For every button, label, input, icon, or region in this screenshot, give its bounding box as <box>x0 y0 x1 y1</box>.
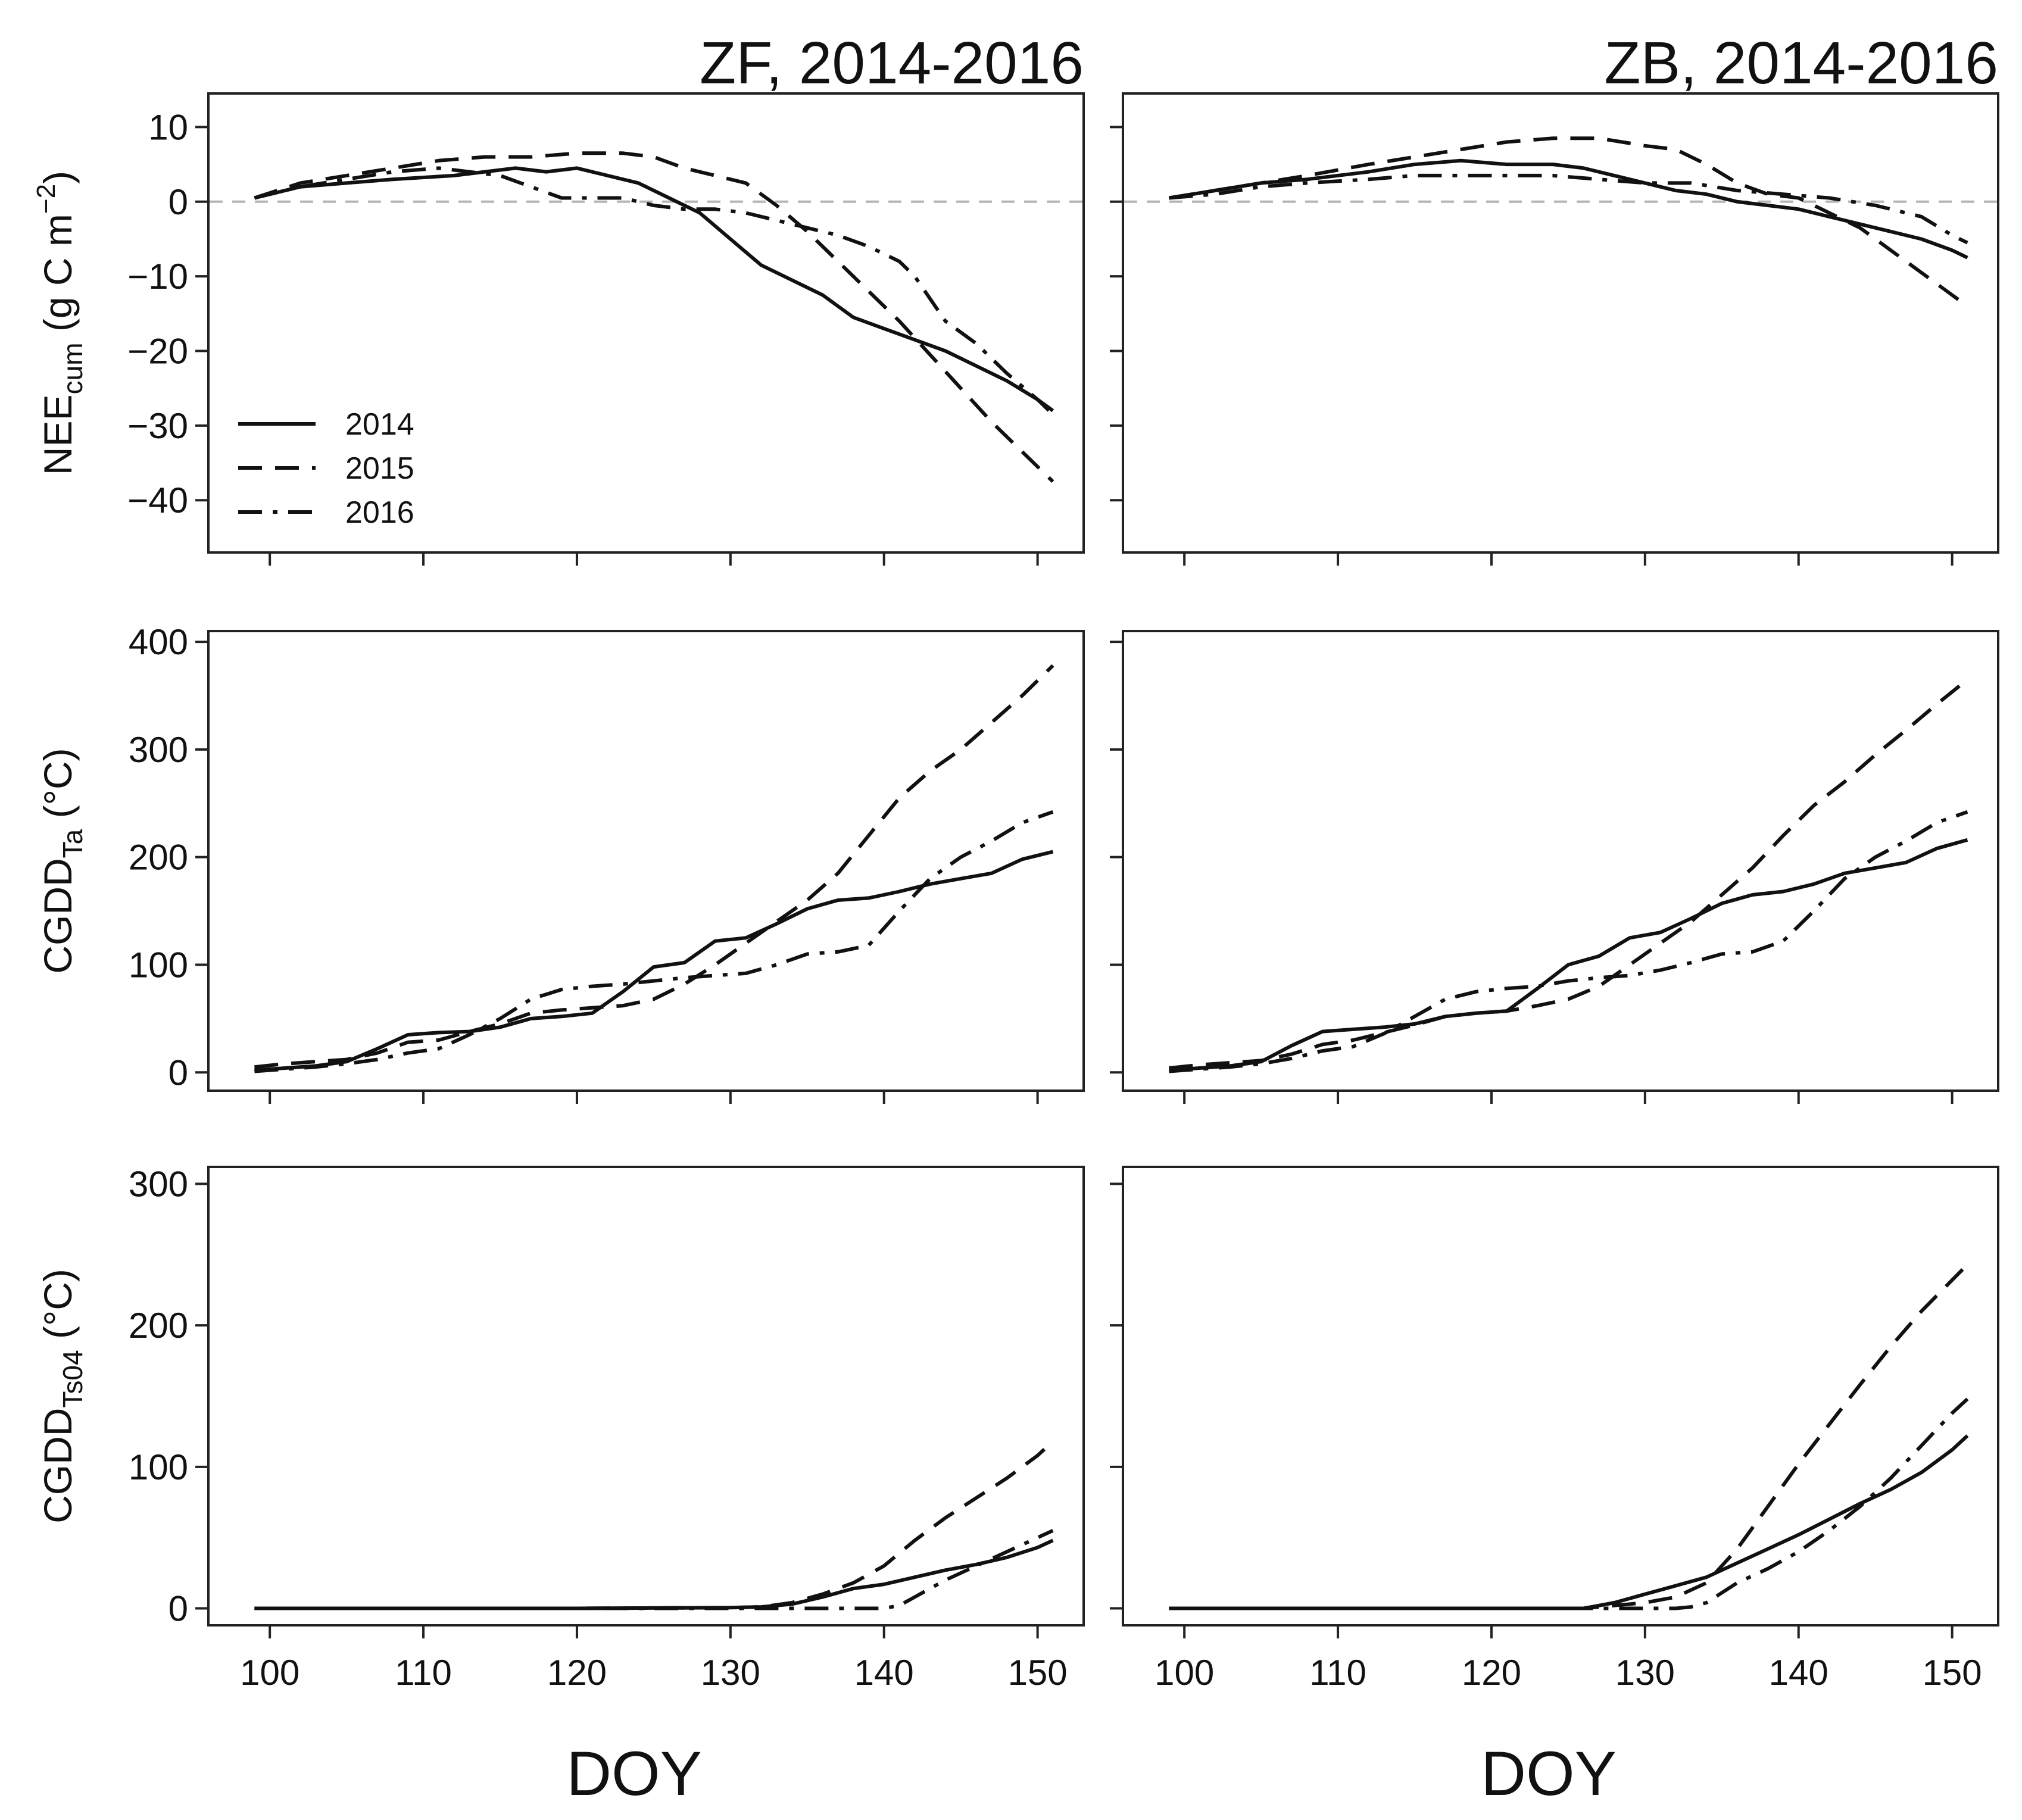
y-tick-label: −30 <box>127 406 188 446</box>
panel-1-1 <box>1110 630 1999 1104</box>
y-tick-label: 400 <box>129 622 188 662</box>
x-tick-label: 140 <box>854 1653 914 1693</box>
series-line-2014 <box>1169 1434 1969 1610</box>
y-tick-label: 0 <box>168 182 188 222</box>
y-axis-title-part: Ta <box>57 829 88 858</box>
y-tick-label: 200 <box>129 838 188 878</box>
plot-frame <box>207 1166 1085 1627</box>
x-tick-label: 100 <box>1154 1653 1214 1693</box>
y-tick-label: 200 <box>129 1306 188 1346</box>
series-line-2016 <box>1169 1397 1969 1610</box>
x-axis-title: DOY <box>1481 1739 1617 1809</box>
legend-label: 2014 <box>345 407 414 442</box>
plot-frame <box>1122 1166 1999 1627</box>
panel-0-0: 10 0 −10 −20 −30 −40 2014 2015 2016 <box>127 92 1085 566</box>
series-line-2014 <box>254 1538 1054 1610</box>
y-tick-label: 10 <box>148 107 188 147</box>
y-axis-title-part: CGDD <box>36 858 80 973</box>
y-tick-label: 0 <box>168 1588 188 1628</box>
y-axis-title: CGDDTs04 (°C) <box>36 1269 88 1524</box>
x-tick-label: 150 <box>1008 1653 1068 1693</box>
series-line-2015 <box>1169 1263 1969 1610</box>
legend-label: 2015 <box>345 451 414 486</box>
y-tick-label: −40 <box>127 480 188 520</box>
x-tick-label: 110 <box>1309 1653 1366 1693</box>
panel-1-0: 0 100 200 300 400 <box>129 622 1085 1104</box>
series-line-2015 <box>1169 678 1969 1070</box>
legend: 2014 2015 2016 <box>238 407 414 530</box>
y-axis-title-part: cum <box>57 342 88 394</box>
y-axis-title-part: NEE <box>36 394 80 475</box>
y-axis-title-part: (g C m <box>36 214 80 342</box>
x-tick-label: 150 <box>1923 1653 1982 1693</box>
y-tick-label: 100 <box>129 945 188 985</box>
y-axis-title-part: −2 <box>32 184 61 214</box>
series-line-2014 <box>1169 838 1968 1072</box>
panel-2-1: 100 110 120 130 140 150 <box>1110 1166 1999 1693</box>
x-tick-label: 120 <box>547 1653 607 1693</box>
series-line-2014 <box>1168 158 1968 260</box>
y-tick-label: 0 <box>168 1053 188 1092</box>
y-axis-title-part: (°C) <box>36 1269 80 1350</box>
series-line-2015 <box>1168 136 1969 308</box>
plot-frame <box>1122 630 1999 1092</box>
x-tick-label: 100 <box>240 1653 299 1693</box>
series-line-2016 <box>254 166 1054 416</box>
series-line-2016 <box>1169 810 1968 1073</box>
series-line-2014 <box>254 850 1054 1072</box>
series-line-2016 <box>254 1529 1054 1610</box>
y-axis-title: CGDDTa (°C) <box>36 748 88 973</box>
series-line-2015 <box>254 664 1054 1069</box>
series-line-2015 <box>254 1440 1054 1610</box>
x-tick-label: 130 <box>701 1653 760 1693</box>
legend-label: 2016 <box>345 495 414 530</box>
plot-frame <box>207 630 1085 1092</box>
y-axis-title-part: (°C) <box>36 748 80 829</box>
column-title: ZF, 2014-2016 <box>700 30 1084 96</box>
x-tick-label: 120 <box>1462 1653 1521 1693</box>
y-tick-label: 300 <box>129 730 188 770</box>
y-axis-title-part: ) <box>36 171 80 184</box>
y-axis-title: NEEcum (g C m−2) <box>32 171 88 475</box>
series-line-2016 <box>254 810 1054 1073</box>
y-tick-label: 300 <box>129 1165 188 1204</box>
x-axis-title: DOY <box>566 1739 702 1809</box>
y-axis-title-part: CGDD <box>36 1408 80 1524</box>
x-tick-label: 140 <box>1769 1653 1828 1693</box>
y-tick-label: −10 <box>127 257 188 296</box>
y-axis-title-part: Ts04 <box>57 1350 88 1407</box>
y-tick-label: −20 <box>127 332 188 372</box>
x-tick-label: 110 <box>395 1653 452 1693</box>
plot-frame <box>207 92 1085 554</box>
series-line-2016 <box>1169 173 1968 245</box>
plot-frame <box>1122 92 1999 554</box>
column-title: ZB, 2014-2016 <box>1604 30 1998 96</box>
panel-0-1 <box>1110 92 1999 566</box>
series-line-2014 <box>254 166 1054 413</box>
panel-2-0: 0 100 200 300 100 110 120 130 140 150 <box>129 1165 1085 1693</box>
y-tick-label: 100 <box>129 1447 188 1487</box>
x-tick-label: 130 <box>1615 1653 1675 1693</box>
